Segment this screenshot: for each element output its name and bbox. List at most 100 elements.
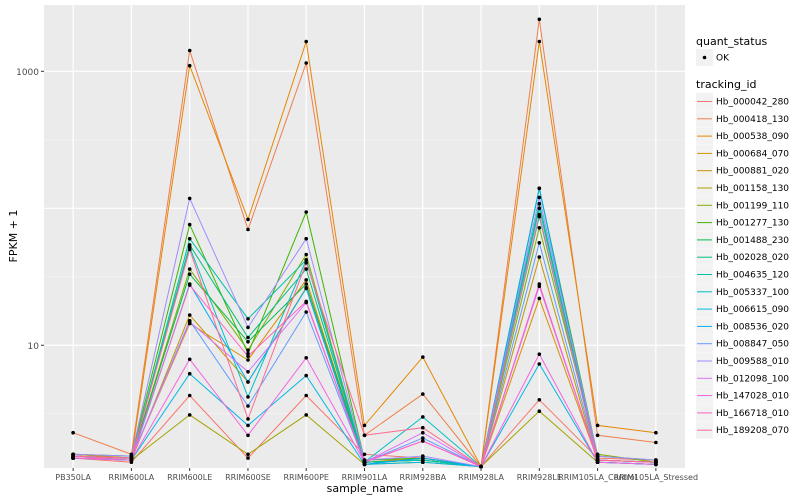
- legend-series-label: Hb_001199_110: [716, 201, 789, 211]
- data-point: [537, 186, 542, 191]
- points-layer: [71, 17, 658, 469]
- data-point: [246, 335, 250, 340]
- data-point: [304, 373, 309, 378]
- data-point: [304, 252, 309, 257]
- data-point: [187, 393, 192, 398]
- data-point: [246, 417, 250, 421]
- data-point: [187, 196, 192, 201]
- x-tick-label: RRIM105LA_Stressed: [614, 473, 698, 482]
- legend-series-label: Hb_001277_130: [716, 219, 789, 229]
- x-tick-label: RRIM928LE: [517, 473, 562, 482]
- data-point: [654, 440, 658, 445]
- data-point: [187, 222, 192, 227]
- legend-series-label: Hb_008847_050: [716, 340, 789, 350]
- data-point: [129, 456, 134, 460]
- data-point: [246, 325, 250, 330]
- data-point: [421, 436, 425, 440]
- legend-series-label: Hb_166718_010: [716, 409, 789, 419]
- data-point: [246, 348, 250, 353]
- data-point: [187, 63, 192, 68]
- x-tick-label: RRIM600SE: [225, 473, 271, 482]
- data-point: [304, 278, 309, 282]
- x-axis-title: sample_name: [327, 482, 404, 495]
- data-point: [304, 356, 309, 360]
- data-point: [421, 355, 425, 359]
- legend-series-label: Hb_004635_120: [716, 271, 789, 281]
- data-point: [246, 456, 250, 460]
- legend-series-label: Hb_001158_130: [716, 184, 789, 194]
- data-point: [304, 236, 309, 241]
- data-point: [362, 452, 367, 457]
- data-point: [537, 212, 542, 217]
- x-tick-label: RRIM600PE: [283, 473, 329, 482]
- x-tick-label: RRIM928LA: [458, 473, 504, 482]
- data-point: [304, 299, 309, 304]
- legend-series-label: Hb_001488_230: [716, 236, 789, 246]
- y-axis-title: FPKM + 1: [7, 210, 20, 263]
- data-point: [421, 454, 425, 458]
- data-point: [362, 423, 367, 428]
- data-point: [246, 358, 250, 362]
- data-point: [246, 370, 250, 374]
- data-point: [421, 425, 425, 430]
- legend-lines-title: tracking_id: [696, 78, 757, 91]
- data-point: [187, 48, 192, 53]
- legend-series-label: Hb_000684_070: [716, 149, 789, 159]
- legend-series-label: Hb_189208_070: [716, 426, 789, 436]
- legend-series-label: Hb_002028_020: [716, 253, 789, 263]
- x-tick-label: RRIM105LA_Control: [558, 473, 637, 482]
- x-tick-label: RRIM600LA: [109, 473, 155, 482]
- legend-series-label: Hb_000538_090: [716, 132, 789, 142]
- legend-series-label: Hb_009588_010: [716, 357, 789, 367]
- data-point: [362, 433, 367, 438]
- x-tick-label: RRIM928BA: [399, 473, 446, 482]
- data-point: [246, 423, 250, 428]
- legend-series-label: Hb_012098_100: [716, 374, 789, 384]
- x-tick-label: RRIM901LA: [342, 473, 388, 482]
- data-point: [304, 39, 309, 44]
- data-point: [304, 267, 309, 271]
- data-point: [654, 460, 658, 465]
- data-point: [304, 258, 309, 262]
- data-point: [421, 439, 425, 443]
- data-point: [537, 409, 542, 414]
- data-point: [246, 227, 250, 232]
- data-point: [654, 430, 658, 435]
- data-point: [537, 17, 542, 22]
- data-point: [187, 357, 192, 362]
- data-point: [187, 320, 192, 324]
- data-point: [187, 247, 192, 252]
- data-point: [187, 413, 192, 417]
- data-point: [537, 206, 542, 211]
- legend-series-label: Hb_000881_020: [716, 167, 789, 177]
- data-point: [187, 371, 192, 376]
- legend-series-label: Hb_000042_280: [716, 98, 789, 108]
- data-point: [537, 39, 542, 44]
- data-point: [421, 415, 425, 419]
- data-point: [421, 392, 425, 396]
- data-point: [187, 267, 192, 271]
- data-point: [362, 460, 367, 465]
- data-point: [304, 210, 309, 214]
- data-point: [537, 201, 542, 206]
- data-point: [537, 352, 542, 357]
- data-point: [537, 282, 542, 286]
- legend-series-label: Hb_000418_130: [716, 115, 789, 125]
- data-point: [246, 351, 250, 356]
- data-point: [304, 393, 309, 398]
- data-point: [71, 454, 75, 458]
- legend-key-point: [702, 55, 707, 60]
- data-point: [71, 430, 75, 435]
- grid-layer: [44, 5, 685, 468]
- data-point: [246, 317, 250, 321]
- data-point: [187, 283, 192, 287]
- data-point: [595, 423, 600, 428]
- y-tick-label: 10: [28, 342, 40, 352]
- legend-series-label: Hb_147028_010: [716, 392, 789, 402]
- data-point: [304, 282, 309, 286]
- data-point: [304, 413, 309, 417]
- data-point: [187, 236, 192, 241]
- x-tick-label: RRIM600LE: [167, 473, 212, 482]
- data-point: [304, 286, 309, 291]
- data-point: [537, 398, 542, 402]
